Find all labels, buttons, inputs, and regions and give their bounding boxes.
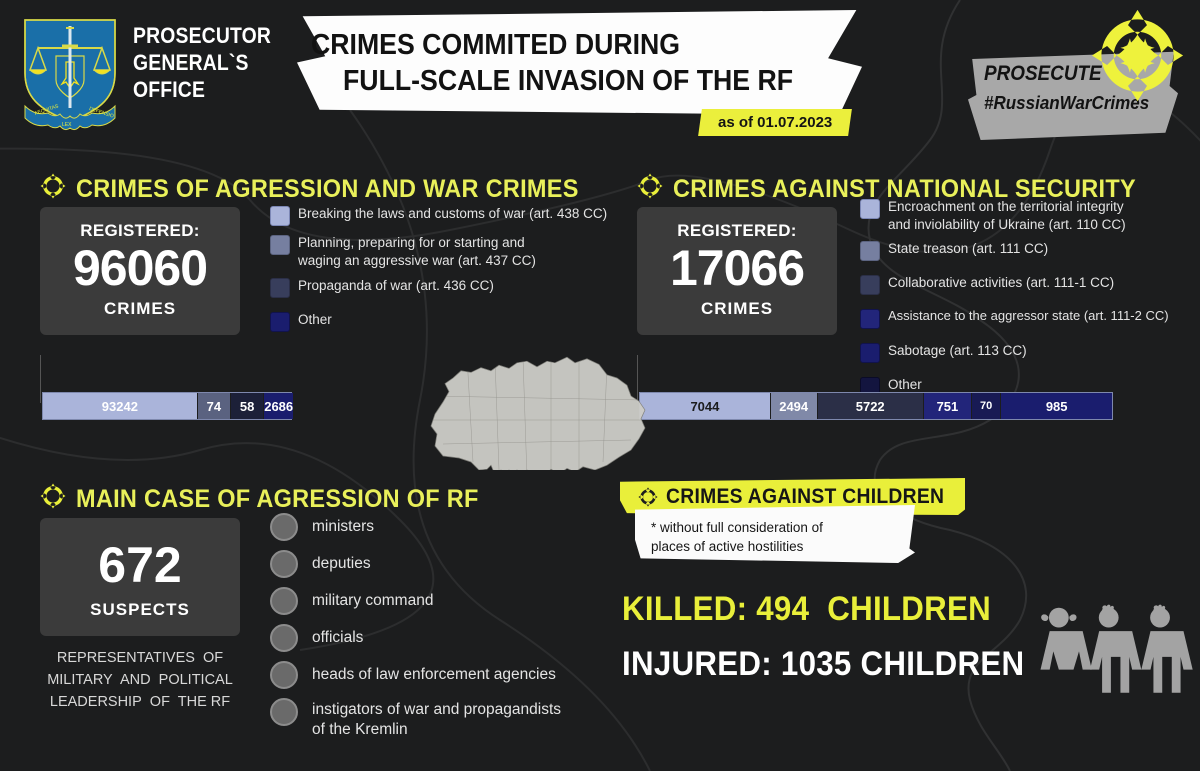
svg-text:LEX: LEX [62, 122, 72, 128]
